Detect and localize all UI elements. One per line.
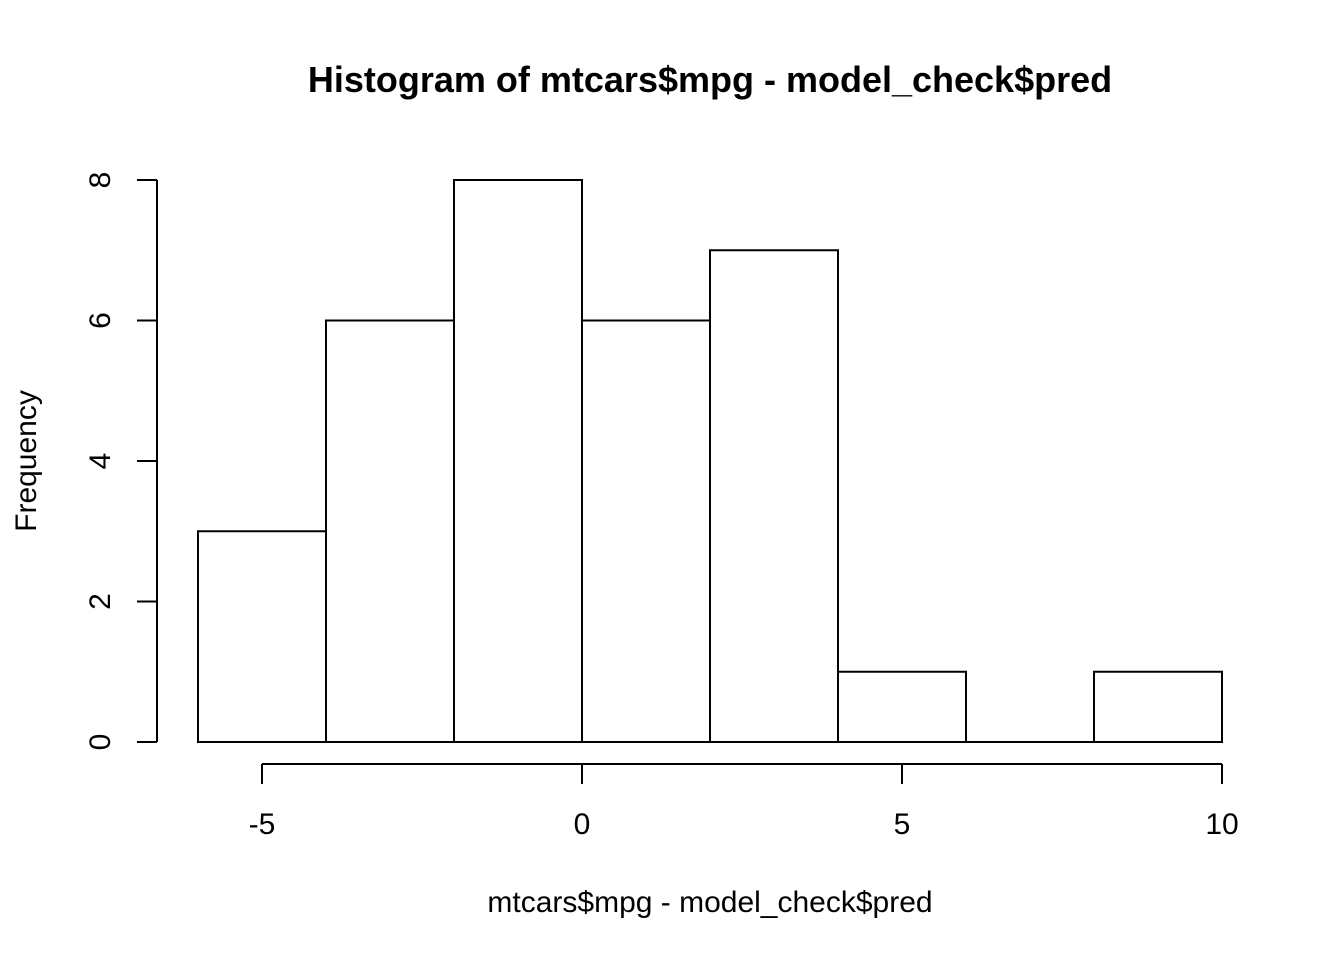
- x-tick-label: 0: [574, 808, 591, 841]
- histogram-bar: [837, 670, 967, 743]
- histogram-bar: [197, 530, 327, 743]
- y-tick-label: 8: [84, 172, 117, 189]
- y-tick-label: 0: [84, 734, 117, 751]
- y-tick-label: 4: [84, 453, 117, 470]
- histogram-bar: [709, 249, 839, 743]
- chart-title: Histogram of mtcars$mpg - model_check$pr…: [308, 59, 1112, 100]
- histogram-bar: [1093, 670, 1223, 743]
- y-tick-label: 6: [84, 312, 117, 329]
- histogram-bars: [197, 179, 1223, 743]
- y-axis: 0 2 4 6 8: [84, 172, 158, 751]
- histogram-bar: [325, 319, 455, 743]
- histogram-bar: [581, 319, 711, 743]
- histogram-bar: [453, 179, 583, 743]
- x-tick-label: 10: [1205, 808, 1238, 841]
- y-axis-label: Frequency: [10, 390, 43, 532]
- x-axis: -5 0 5 10: [249, 763, 1239, 841]
- x-tick-label: 5: [894, 808, 911, 841]
- y-tick-label: 2: [84, 593, 117, 610]
- x-axis-label: mtcars$mpg - model_check$pred: [487, 886, 932, 919]
- x-tick-label: -5: [249, 808, 276, 841]
